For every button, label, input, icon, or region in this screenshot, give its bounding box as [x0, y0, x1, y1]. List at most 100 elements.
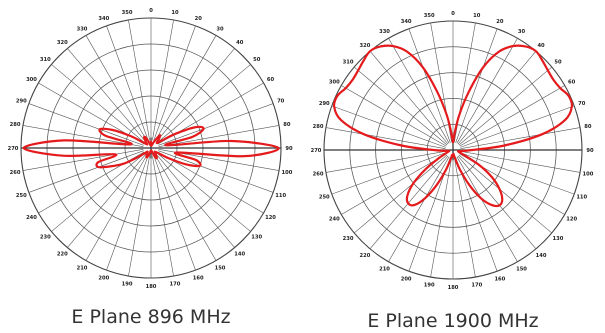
- grid-spoke: [152, 19, 174, 141]
- angle-tick-label: 110: [275, 193, 286, 199]
- grid-spoke: [85, 154, 148, 261]
- grid-spoke: [353, 154, 448, 234]
- grid-spoke: [325, 127, 446, 149]
- grid-spoke: [388, 38, 450, 144]
- angle-tick-label: 90: [285, 146, 293, 152]
- grid-spoke: [154, 35, 217, 142]
- grid-spoke: [158, 125, 280, 147]
- angle-tick-label: 30: [518, 29, 526, 35]
- grid-spoke: [460, 127, 581, 149]
- angle-tick-label: 140: [234, 252, 245, 258]
- grid-spoke: [28, 103, 144, 146]
- angle-tick-label: 130: [553, 236, 564, 242]
- angle-tick-label: 40: [537, 43, 545, 49]
- angle-tick-label: 240: [26, 215, 37, 221]
- angle-tick-label: 120: [265, 215, 276, 221]
- grid-spoke: [154, 154, 217, 261]
- angle-tick-label: 280: [10, 122, 21, 128]
- angle-tick-label: 120: [566, 216, 577, 222]
- grid-spoke: [158, 150, 274, 193]
- angle-tick-label: 80: [584, 124, 592, 130]
- angle-tick-label: 220: [57, 252, 68, 258]
- grid-spoke: [106, 155, 149, 271]
- angle-tick-label: 150: [215, 265, 226, 271]
- angle-tick-label: 50: [554, 60, 562, 66]
- angle-tick-label: 310: [40, 57, 51, 63]
- grid-spoke: [460, 151, 581, 173]
- grid-spoke: [460, 152, 575, 195]
- grid-spoke: [458, 154, 553, 234]
- grid-spoke: [28, 150, 144, 193]
- grid-spoke: [158, 103, 274, 146]
- grid-spoke: [325, 151, 446, 173]
- grid-spoke: [455, 28, 498, 143]
- grid-spoke: [67, 48, 147, 143]
- angle-tick-label: 300: [329, 79, 340, 85]
- angle-tick-label: 210: [77, 265, 88, 271]
- angle-tick-label: 150: [516, 266, 527, 272]
- grid-spoke: [153, 155, 196, 271]
- grid-spoke: [128, 155, 150, 277]
- grid-spoke: [331, 105, 446, 148]
- grid-spoke: [456, 156, 518, 262]
- angle-tick-label: 210: [379, 266, 390, 272]
- angle-tick-label: 250: [16, 193, 27, 199]
- grid-spoke: [331, 152, 446, 195]
- grid-spoke: [353, 66, 448, 146]
- angle-tick-label: 50: [253, 57, 261, 63]
- angle-tick-label: 110: [576, 195, 587, 201]
- angle-tick-label: 170: [170, 282, 181, 288]
- radiation-pattern-line: [22, 125, 280, 169]
- angle-tick-label: 170: [471, 283, 482, 289]
- angle-tick-label: 230: [40, 235, 51, 241]
- angle-tick-label: 320: [57, 40, 68, 46]
- angle-tick-label: 260: [313, 172, 324, 178]
- grid-spoke: [22, 149, 144, 171]
- angle-tick-label: 200: [401, 277, 412, 283]
- angle-tick-label: 220: [360, 253, 371, 259]
- angle-tick-label: 290: [319, 101, 330, 107]
- grid-spoke: [152, 155, 174, 277]
- grid-spoke: [128, 19, 150, 141]
- angle-tick-label: 350: [424, 13, 435, 19]
- angle-tick-label: 330: [379, 29, 390, 35]
- angle-tick-label: 260: [10, 170, 21, 176]
- angle-tick-label: 180: [448, 285, 459, 291]
- angle-tick-label: 60: [267, 77, 275, 83]
- grid-spoke: [369, 155, 449, 250]
- grid-spoke: [458, 66, 553, 146]
- angle-tick-label: 300: [26, 77, 37, 83]
- grid-spoke: [430, 157, 452, 278]
- angle-tick-label: 160: [494, 277, 505, 283]
- polar-chart-1900mhz: 0 10 20 30 40 50 60 70 80 90 100 110 120 130 140 150 160…: [311, 11, 594, 291]
- grid-spoke: [341, 153, 447, 215]
- angle-tick-label: 20: [195, 16, 203, 22]
- grid-spoke: [156, 152, 251, 232]
- radiation-pattern-line: [332, 44, 574, 208]
- angle-tick-label: 80: [283, 122, 291, 128]
- angle-tick-label: 30: [216, 26, 224, 32]
- chart-caption-1900mhz: E Plane 1900 MHz: [367, 310, 538, 332]
- angle-tick-label: 340: [98, 16, 109, 22]
- angle-tick-label: 330: [77, 26, 88, 32]
- grid-spoke: [341, 85, 447, 147]
- angle-tick-label: 240: [329, 216, 340, 222]
- angle-tick-label: 230: [343, 236, 354, 242]
- angle-tick-label: 20: [496, 19, 504, 25]
- angle-tick-label: 40: [236, 40, 244, 46]
- angle-tick-label: 180: [146, 284, 157, 290]
- angle-tick-label: 100: [582, 172, 593, 178]
- angle-tick-label: 160: [193, 275, 204, 281]
- grid-spoke: [408, 28, 451, 143]
- grid-spoke: [153, 25, 196, 141]
- grid-spoke: [155, 48, 235, 143]
- angle-tick-label: 290: [16, 99, 27, 105]
- grid-spoke: [155, 153, 235, 248]
- angle-tick-label: 190: [424, 283, 435, 289]
- chart-caption-896mhz: E Plane 896 MHz: [71, 306, 230, 328]
- grid-spoke: [369, 50, 449, 145]
- grid-spoke: [460, 105, 575, 148]
- grid-spoke: [67, 153, 147, 248]
- grid-spoke: [454, 157, 476, 278]
